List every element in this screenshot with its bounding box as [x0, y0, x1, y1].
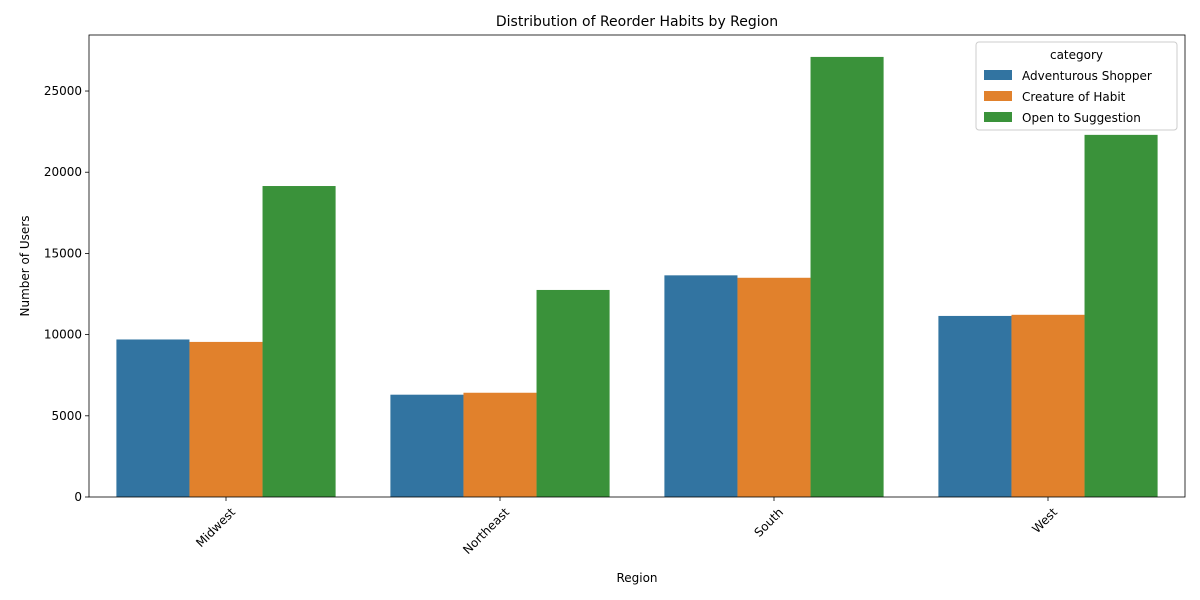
x-axis: Midwest Northeast South West	[193, 497, 1060, 557]
y-tick-label: 0	[74, 490, 82, 504]
bar-south-creature-of-habit	[737, 277, 811, 497]
bar-midwest-open-to-suggestion	[262, 186, 336, 498]
plot-frame	[88, 34, 1186, 498]
y-tick-label: 20000	[44, 165, 82, 179]
y-tick-label: 15000	[44, 246, 82, 260]
x-tick-label: South	[752, 505, 787, 540]
legend-entry: Open to Suggestion	[1022, 111, 1141, 125]
chart-title: Distribution of Reorder Habits by Region	[496, 14, 778, 30]
x-tick-label: Midwest	[193, 505, 238, 550]
bar-northeast-adventurous-shopper	[390, 394, 464, 497]
legend-swatch	[984, 112, 1012, 122]
bar-northeast-creature-of-habit	[463, 392, 537, 497]
bar-west-creature-of-habit	[1011, 314, 1085, 497]
legend-title: category	[1050, 48, 1103, 62]
y-tick-label: 5000	[51, 409, 82, 423]
legend: category Adventurous Shopper Creature of H…	[975, 41, 1178, 131]
legend-swatch	[984, 91, 1012, 101]
x-tick-label: West	[1029, 505, 1060, 536]
y-tick-label: 25000	[44, 84, 82, 98]
legend-box	[975, 41, 1178, 131]
bars	[116, 56, 1158, 498]
bar-midwest-adventurous-shopper	[116, 339, 190, 497]
x-axis-label: Region	[616, 571, 657, 585]
y-axis-label: Number of Users	[18, 215, 32, 316]
bar-northeast-open-to-suggestion	[536, 289, 610, 497]
legend-swatch	[984, 70, 1012, 80]
x-tick-label: Northeast	[460, 505, 512, 557]
bar-west-adventurous-shopper	[938, 315, 1012, 497]
bar-south-adventurous-shopper	[664, 275, 738, 497]
y-axis: 0 5000 10000 15000 20000 25000	[44, 84, 89, 504]
y-tick-label: 10000	[44, 328, 82, 342]
bar-midwest-creature-of-habit	[189, 341, 263, 497]
legend-entry: Creature of Habit	[1022, 90, 1126, 104]
bar-west-open-to-suggestion	[1084, 134, 1158, 498]
bar-south-open-to-suggestion	[810, 56, 884, 498]
legend-entry: Adventurous Shopper	[1022, 69, 1152, 83]
